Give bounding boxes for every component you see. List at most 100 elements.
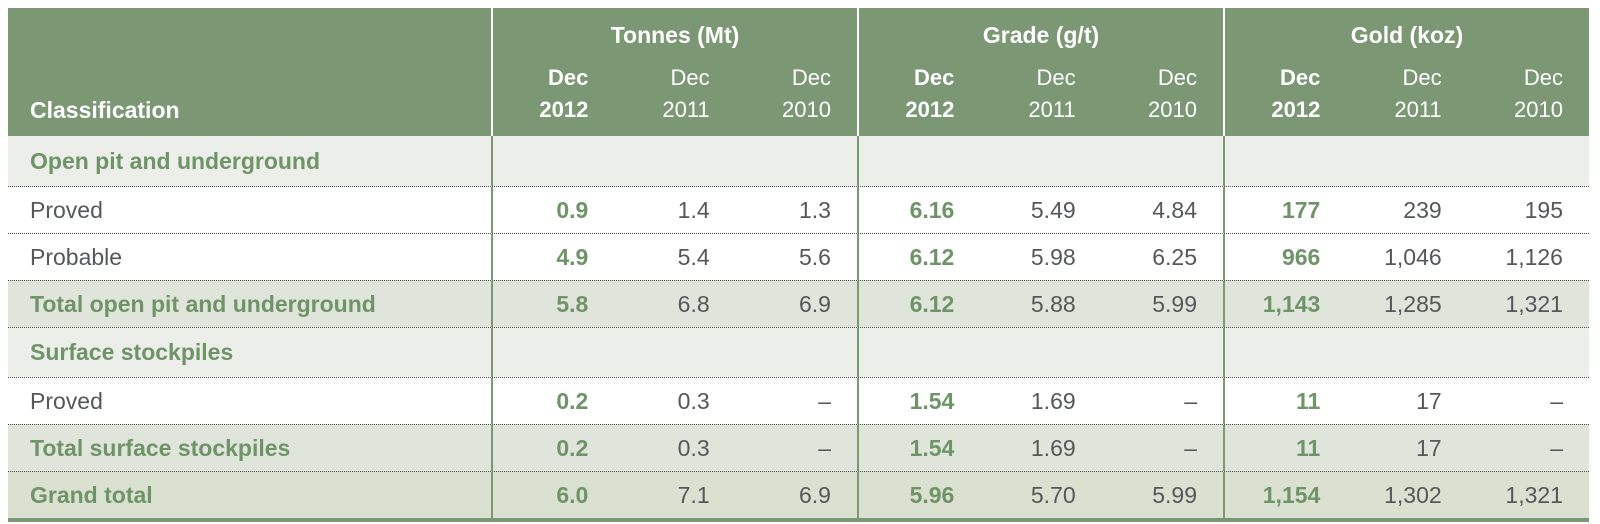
row-label: Total open pit and underground [30,290,376,317]
grade-cells: 1.54 1.69 – [857,425,1223,471]
cell-value: 11 [1296,387,1321,414]
cell-value: 0.2 [556,387,589,414]
mineral-reserves-table: Classification Tonnes (Mt) Dec 2012 Dec 20… [8,8,1589,522]
table-row: Proved 0.9 1.4 1.3 6.16 5.49 4.84 177 239 195 [8,186,1589,233]
cell-value: 0.3 [677,387,710,414]
gold-cells [1223,136,1589,186]
tonnes-cells: 4.9 5.4 5.6 [491,234,857,280]
period-year: 2012 [905,97,955,122]
grade-cells: 5.96 5.70 5.99 [857,472,1223,518]
cell-value: 17 [1416,434,1442,461]
period-year: 2012 [1271,97,1321,122]
cell-value: 1,285 [1384,290,1442,317]
gold-cells: 1,154 1,302 1,321 [1223,472,1589,518]
cell-value [1225,136,1346,186]
period-month: Dec [547,65,589,90]
period-month: Dec [1036,65,1076,90]
tonnes-cells: 5.8 6.8 6.9 [491,281,857,327]
period-month: Dec [1157,65,1197,90]
period-month: Dec [1279,65,1321,90]
cell-value [1346,136,1467,186]
cell-value: 5.99 [1152,290,1197,317]
table-row: Proved 0.2 0.3 – 1.54 1.69 – 11 17 – [8,377,1589,424]
cell-value [1346,328,1467,377]
cell-value: 5.70 [1030,481,1076,508]
grade-cells: 1.54 1.69 – [857,378,1223,424]
cell-value: 0.2 [556,434,589,461]
row-label: Open pit and underground [30,147,321,174]
cell-value [736,328,857,377]
gold-cells: 1,143 1,285 1,321 [1223,281,1589,327]
period-header-dec-2011: Dec 2011 [980,62,1101,126]
tonnes-cells [491,136,857,186]
cell-value [1468,328,1589,377]
cell-value: – [1184,434,1197,461]
period-header-dec-2011: Dec 2011 [614,62,735,126]
period-header-row: Dec 2012 Dec 2011 Dec 2010 [1225,49,1589,136]
cell-value: 0.9 [556,196,589,223]
table-row-grand-total: Grand total 6.0 7.1 6.9 5.96 5.70 5.99 1,154… [8,471,1589,518]
cell-value [614,136,735,186]
cell-value: 239 [1403,196,1442,223]
tonnes-cells: 0.9 1.4 1.3 [491,187,857,233]
period-year: 2011 [1394,97,1442,122]
cell-value: 195 [1524,196,1563,223]
period-year: 2012 [539,97,589,122]
tonnes-cells: 0.2 0.3 – [491,378,857,424]
cell-value [1225,328,1346,377]
cell-value: 6.9 [799,481,831,508]
gold-cells: 177 239 195 [1223,187,1589,233]
cell-value: 1,126 [1505,243,1563,270]
period-header-dec-2010: Dec 2010 [736,62,857,126]
period-month: Dec [1523,65,1563,90]
cell-value: 5.99 [1152,481,1197,508]
period-header-row: Dec 2012 Dec 2011 Dec 2010 [493,49,857,136]
cell-value [614,328,735,377]
cell-value: 1.69 [1030,387,1076,414]
cell-value: 4.84 [1152,196,1197,223]
cell-value: 4.9 [556,243,589,270]
gold-cells: 11 17 – [1223,378,1589,424]
cell-value [1468,136,1589,186]
period-year: 2011 [1028,97,1076,122]
row-label: Grand total [30,481,153,508]
table-header-row: Classification Tonnes (Mt) Dec 2012 Dec 20… [8,8,1589,136]
group-title-grade: Grade (g/t) [982,22,1100,48]
grade-cells [857,328,1223,377]
period-header-row: Dec 2012 Dec 2011 Dec 2010 [859,49,1223,136]
cell-value: 1,143 [1262,290,1321,317]
cell-value: 6.8 [677,290,710,317]
cell-value: 5.98 [1030,243,1076,270]
cell-value [1102,136,1223,186]
column-group-grade: Grade (g/t) Dec 2012 Dec 2011 Dec 2010 [857,8,1223,136]
grade-cells: 6.12 5.98 6.25 [857,234,1223,280]
cell-value: 17 [1416,387,1442,414]
gold-cells: 11 17 – [1223,425,1589,471]
group-title-gold: Gold (koz) [1350,22,1464,48]
cell-value: 5.49 [1030,196,1076,223]
period-header-dec-2011: Dec 2011 [1346,62,1467,126]
cell-value: 0.3 [677,434,710,461]
cell-value: 6.0 [556,481,589,508]
cell-value: 1,302 [1384,481,1442,508]
cell-value: 5.6 [799,243,831,270]
cell-value: 1.4 [677,196,710,223]
classification-column-header: Classification [30,97,180,123]
row-label: Surface stockpiles [30,339,234,365]
cell-value: 1,321 [1505,290,1563,317]
cell-value: – [1550,387,1563,414]
period-header-dec-2012: Dec 2012 [1225,62,1346,126]
row-label: Total surface stockpiles [30,434,291,461]
cell-value: 5.88 [1030,290,1076,317]
cell-value [980,328,1101,377]
cell-value: 6.12 [909,243,955,270]
row-label: Proved [30,196,103,223]
cell-value [493,328,614,377]
cell-value [736,136,857,186]
cell-value: 6.9 [799,290,831,317]
tonnes-cells: 6.0 7.1 6.9 [491,472,857,518]
cell-value [980,136,1101,186]
cell-value: – [818,387,831,414]
cell-value: 6.25 [1152,243,1197,270]
cell-value [1102,328,1223,377]
